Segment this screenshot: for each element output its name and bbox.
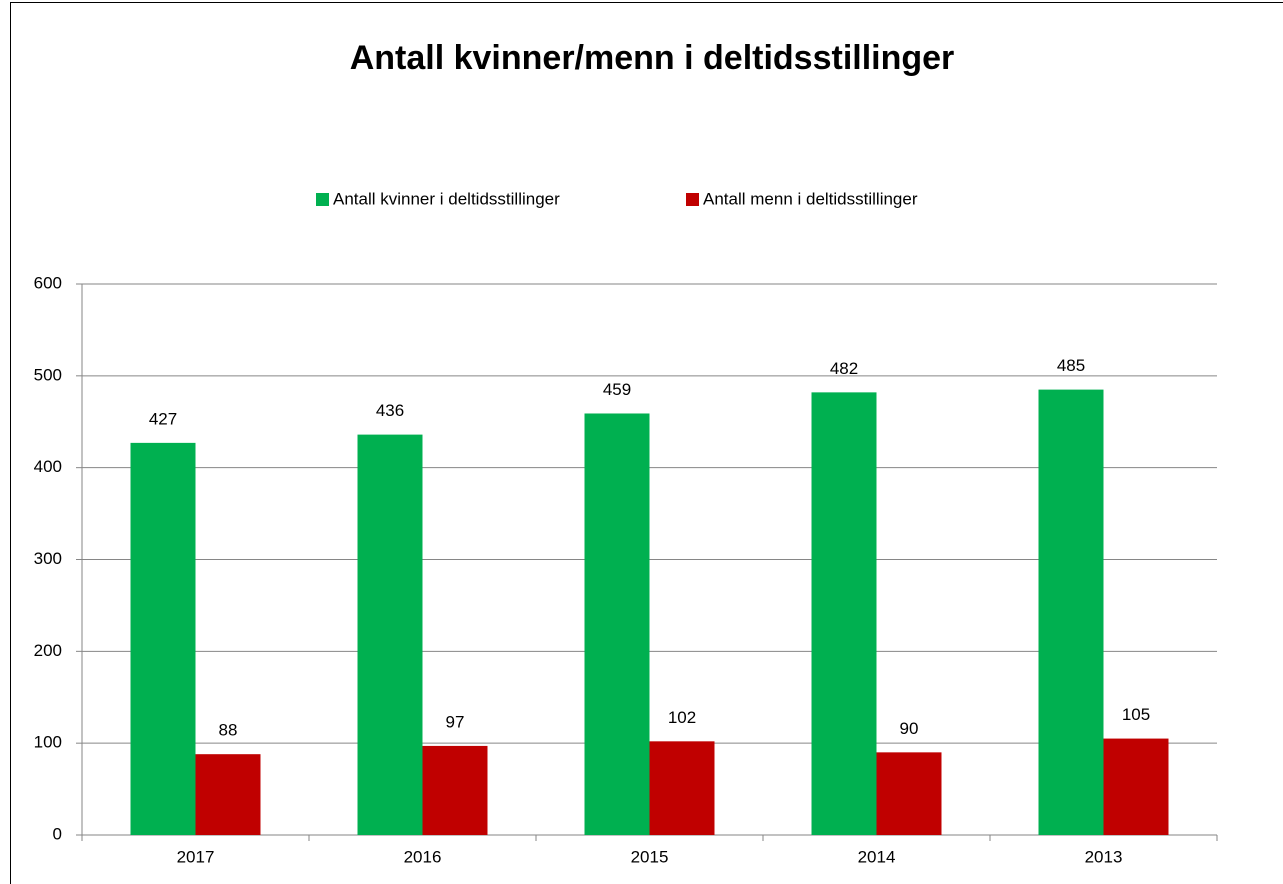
data-label: 105: [1122, 705, 1150, 724]
chart-title: Antall kvinner/menn i deltidsstillinger: [350, 39, 955, 77]
x-tick-label: 2017: [177, 847, 215, 866]
chart-border: [10, 2, 1283, 884]
bar: [811, 392, 877, 835]
data-label: 90: [900, 719, 919, 738]
y-tick-label: 200: [34, 641, 62, 660]
data-label: 88: [219, 721, 238, 740]
data-label: 482: [830, 359, 858, 378]
legend-swatch: [686, 193, 699, 206]
legend-label: Antall kvinner i deltidsstillinger: [333, 189, 560, 208]
y-tick-label: 100: [34, 733, 62, 752]
data-label: 436: [376, 401, 404, 420]
bar: [422, 745, 488, 835]
y-tick-label: 400: [34, 457, 62, 476]
legend-label: Antall menn i deltidsstillinger: [703, 189, 918, 208]
y-tick-label: 600: [34, 273, 62, 292]
bar: [876, 752, 942, 835]
bar: [1038, 389, 1104, 835]
y-tick-label: 500: [34, 365, 62, 384]
y-tick-label: 300: [34, 549, 62, 568]
y-tick-label: 0: [53, 824, 62, 843]
x-tick-label: 2016: [404, 847, 442, 866]
x-tick-label: 2014: [858, 847, 896, 866]
x-tick-label: 2013: [1085, 847, 1123, 866]
data-label: 427: [149, 409, 177, 428]
data-label: 102: [668, 708, 696, 727]
bar: [195, 754, 261, 835]
data-label: 97: [446, 712, 465, 731]
bar: [130, 442, 196, 835]
x-tick-label: 2015: [631, 847, 669, 866]
bar: [584, 413, 650, 835]
bar: [1103, 738, 1169, 835]
legend-swatch: [316, 193, 329, 206]
data-label: 459: [603, 380, 631, 399]
data-label: 485: [1057, 356, 1085, 375]
bar: [649, 741, 715, 835]
bar: [357, 434, 423, 835]
